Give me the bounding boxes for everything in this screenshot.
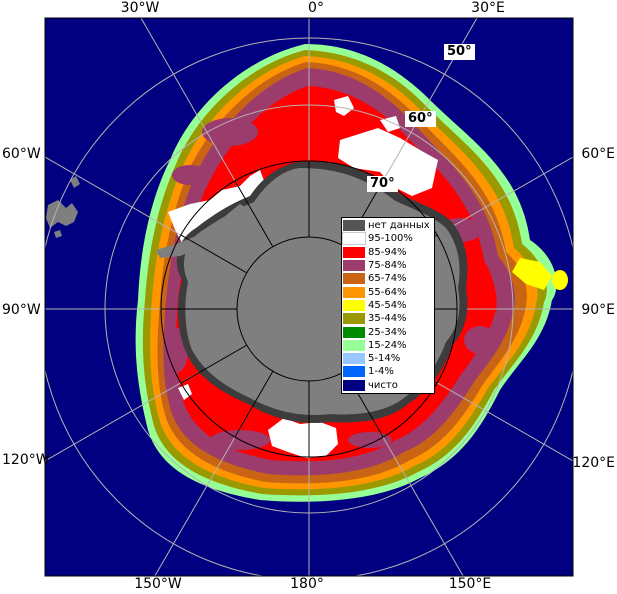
lon-label-60w: 60°W bbox=[2, 146, 41, 162]
south-america-tip bbox=[46, 176, 80, 238]
legend-swatch bbox=[343, 379, 365, 391]
legend-label: 5-14% bbox=[368, 353, 401, 365]
legend-swatch bbox=[343, 273, 365, 285]
legend-item: 25-34% bbox=[343, 325, 434, 338]
legend-item: 65-74% bbox=[343, 272, 434, 285]
lon-label-120e: 120°E bbox=[572, 455, 615, 471]
lat-label-60: 60° bbox=[405, 111, 436, 127]
lon-label-180: 180° bbox=[290, 576, 324, 592]
lon-label-60e: 60°E bbox=[581, 146, 615, 162]
legend-item: 95-100% bbox=[342, 232, 434, 246]
legend-item: 5-14% bbox=[343, 352, 434, 365]
antarctic-peninsula bbox=[156, 204, 246, 258]
legend-swatch bbox=[343, 260, 365, 272]
legend-label: чисто bbox=[368, 379, 398, 391]
legend-label: 35-44% bbox=[368, 313, 407, 325]
legend-item: 1-4% bbox=[343, 365, 434, 378]
legend-swatch bbox=[343, 326, 365, 338]
legend-label: 55-64% bbox=[368, 286, 407, 298]
legend-item: 55-64% bbox=[343, 285, 434, 298]
legend-label: 25-34% bbox=[368, 326, 407, 338]
lon-label-90w: 90°W bbox=[2, 302, 41, 318]
legend-item: 15-24% bbox=[343, 339, 434, 352]
legend-swatch bbox=[343, 339, 365, 351]
legend: нет данных 95-100% 85-94% 75-84% 65-74% 55-64… bbox=[341, 217, 435, 394]
legend-swatch bbox=[343, 299, 365, 311]
legend-item: чисто bbox=[343, 379, 434, 392]
lon-label-30e: 30°E bbox=[471, 0, 505, 16]
legend-item: 35-44% bbox=[343, 312, 434, 325]
legend-label: 65-74% bbox=[368, 273, 407, 285]
lat-label-50: 50° bbox=[444, 44, 475, 60]
lon-label-90e: 90°E bbox=[581, 302, 615, 318]
legend-label: 1-4% bbox=[368, 366, 394, 378]
legend-label: нет данных bbox=[368, 220, 430, 232]
legend-item: 85-94% bbox=[343, 246, 434, 259]
legend-swatch bbox=[343, 353, 365, 365]
legend-item: 45-54% bbox=[343, 299, 434, 312]
legend-swatch bbox=[343, 220, 365, 232]
legend-item: нет данных bbox=[343, 219, 434, 232]
legend-item: 75-84% bbox=[343, 259, 434, 272]
lon-label-150e: 150°E bbox=[448, 576, 492, 592]
legend-swatch bbox=[343, 286, 365, 298]
legend-label: 95-100% bbox=[368, 233, 413, 245]
map-frame bbox=[44, 17, 574, 577]
lon-label-0: 0° bbox=[308, 0, 324, 16]
legend-swatch bbox=[343, 313, 365, 325]
ice-patches-45-54 bbox=[512, 258, 568, 290]
lon-label-150w: 150°W bbox=[134, 576, 182, 592]
legend-label: 85-94% bbox=[368, 246, 407, 258]
legend-label: 15-24% bbox=[368, 339, 407, 351]
lon-label-30w: 30°W bbox=[120, 0, 160, 16]
lat-label-70: 70° bbox=[367, 176, 398, 192]
legend-swatch bbox=[343, 246, 365, 258]
lon-label-120w: 120°W bbox=[2, 452, 50, 468]
legend-label: 75-84% bbox=[368, 260, 407, 272]
legend-swatch bbox=[342, 232, 366, 246]
legend-swatch bbox=[343, 366, 365, 378]
legend-label: 45-54% bbox=[368, 299, 407, 311]
